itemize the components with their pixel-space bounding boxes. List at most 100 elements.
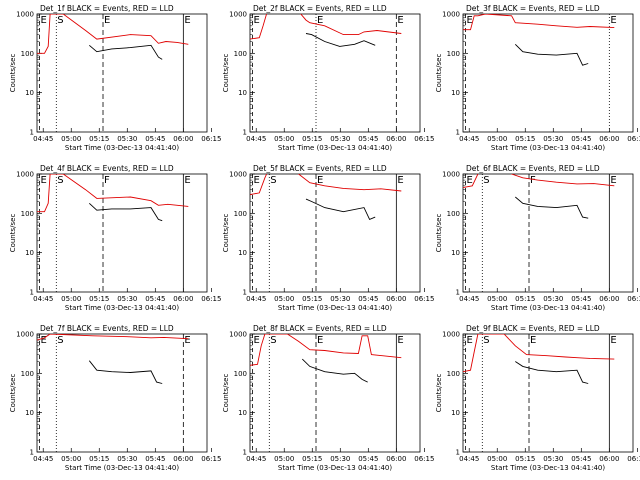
x-tick-label: 06:00 [599,135,619,143]
time-marker-label: E [253,335,259,346]
y-tick-label: 1 [456,449,460,457]
time-marker-label: E [40,15,46,26]
y-tick-label: 100 [447,370,460,378]
detector-chart-9: Det_9f BLACK = Events, RED = LLD 1 10 100 10… [435,324,640,472]
x-tick-label: 05:15 [515,135,535,143]
y-tick-label: 1000 [16,171,34,179]
x-tick-label: 05:00 [274,455,294,463]
y-tick-label: 1000 [229,171,247,179]
x-tick-label: 06:15 [627,455,640,463]
x-tick-label: 05:45 [145,135,165,143]
series-line-lld [250,14,402,40]
y-tick-label: 100 [21,210,34,218]
chart-title: Det_6f BLACK = Events, RED = LLD [466,164,600,173]
y-tick-label: 1 [243,289,247,297]
x-tick-label: 06:15 [201,455,221,463]
x-tick-label: 05:30 [117,455,137,463]
series-line-events [88,360,163,384]
x-tick-label: 05:45 [571,455,591,463]
x-tick-label: 05:00 [487,455,507,463]
plot-frame [462,13,634,133]
time-marker-label: E [104,15,110,26]
y-tick-label: 100 [234,370,247,378]
x-axis-label: Start Time (03-Dec-13 04:41:40) [491,464,605,472]
x-tick-label: 06:15 [201,295,221,303]
y-axis-label: Counts/sec [9,374,17,413]
chart-title: Det_4f BLACK = Events, RED = LLD [40,164,174,173]
x-tick-label: 05:30 [543,295,563,303]
plot-frame [36,13,208,133]
chart-title: Det_3f BLACK = Events, RED = LLD [466,4,600,13]
time-marker-label: F [104,175,110,186]
time-marker-label: E [610,175,616,186]
y-tick-label: 1 [30,129,34,137]
x-tick-label: 06:00 [173,455,193,463]
x-tick-label: 05:00 [274,295,294,303]
detector-chart-2: Det_2f BLACK = Events, RED = LLD 1 10 100 10… [222,4,434,152]
y-axis-label: Counts/sec [9,214,17,253]
y-tick-label: 100 [21,370,34,378]
series-line-lld [37,334,189,341]
x-tick-label: 06:15 [414,455,434,463]
x-tick-label: 05:45 [145,455,165,463]
detector-chart-4: Det_4f BLACK = Events, RED = LLD 1 10 100 10… [9,164,221,312]
detector-chart-7: Det_7f BLACK = Events, RED = LLD 1 10 100 10… [9,324,221,472]
x-tick-label: 06:00 [386,135,406,143]
y-tick-label: 1 [30,289,34,297]
x-tick-label: 06:00 [599,295,619,303]
series-line-events [515,196,589,219]
x-tick-label: 04:45 [33,455,53,463]
series-line-lld [250,334,402,366]
detector-chart-5: Det_5f BLACK = Events, RED = LLD 1 10 100 10… [222,164,434,312]
time-marker-label: S [270,335,276,346]
series-line-events [514,43,589,66]
detector-chart-1: Det_1f BLACK = Events, RED = LLD 1 10 100 10… [9,4,221,152]
plot-frame [249,173,421,293]
detector-panel-3: Det_3f BLACK = Events, RED = LLD 1 10 100 10… [426,0,640,160]
y-tick-label: 1 [243,129,247,137]
x-tick-label: 04:45 [459,455,479,463]
x-axis-label: Start Time (03-Dec-13 04:41:40) [65,464,179,472]
series-line-events [88,202,163,222]
series-line-events [305,198,376,220]
y-axis-label: Counts/sec [435,54,443,93]
y-tick-label: 1 [456,289,460,297]
detector-panel-9: Det_9f BLACK = Events, RED = LLD 1 10 100 10… [426,320,640,480]
x-tick-label: 06:15 [201,135,221,143]
y-axis-label: Counts/sec [9,54,17,93]
time-marker-label: S [57,335,63,346]
series-line-events [305,33,376,47]
time-marker-label: E [466,175,472,186]
x-axis-label: Start Time (03-Dec-13 04:41:40) [278,464,392,472]
x-axis-label: Start Time (03-Dec-13 04:41:40) [65,304,179,312]
time-marker-label: E [466,15,472,26]
time-marker-label: S [270,175,276,186]
series-line-events [515,361,589,384]
x-tick-label: 05:30 [117,295,137,303]
x-tick-label: 05:45 [145,295,165,303]
series-line-events [89,44,163,60]
x-tick-label: 05:15 [89,455,109,463]
time-marker-label: E [184,335,190,346]
x-tick-label: 05:30 [330,135,350,143]
time-marker-label: E [317,335,323,346]
y-tick-label: 1 [243,449,247,457]
x-tick-label: 06:00 [386,455,406,463]
series-line-lld [250,174,402,196]
time-marker-label: E [40,335,46,346]
time-marker-label: E [397,15,403,26]
time-marker-label: E [397,335,403,346]
x-tick-label: 04:45 [246,455,266,463]
x-tick-label: 05:15 [515,455,535,463]
detector-panel-6: Det_6f BLACK = Events, RED = LLD 1 10 100 10… [426,160,640,320]
time-marker-label: E [317,15,323,26]
x-tick-label: 04:45 [33,295,53,303]
x-tick-label: 05:00 [274,135,294,143]
time-marker-label: S [483,335,489,346]
x-tick-label: 06:00 [599,455,619,463]
x-tick-label: 05:00 [487,295,507,303]
time-marker-label: E [466,335,472,346]
x-axis-label: Start Time (03-Dec-13 04:41:40) [491,144,605,152]
time-marker-label: S [57,15,63,26]
x-tick-label: 05:00 [61,455,81,463]
